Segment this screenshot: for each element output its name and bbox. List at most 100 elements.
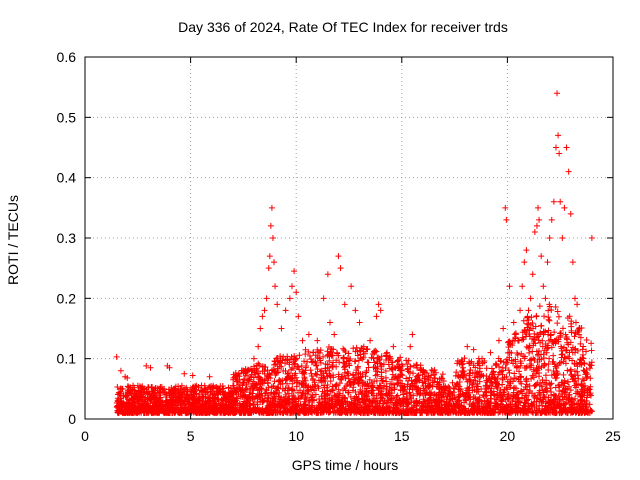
data-point [341,385,348,392]
data-point [419,379,426,386]
data-point [423,369,430,376]
data-point [301,358,308,365]
data-point [197,397,204,404]
data-point [288,366,295,373]
data-point [239,392,246,399]
data-point [232,370,239,377]
data-point [360,354,367,361]
data-point [280,353,287,360]
data-point [532,409,539,416]
data-point [368,387,375,394]
data-point [352,348,359,355]
data-point [500,405,507,412]
data-point [312,370,319,377]
data-point [415,372,422,379]
data-point [404,399,411,406]
data-point [355,379,362,386]
data-point [531,394,538,401]
data-point [345,350,352,357]
x-tick-label: 5 [187,428,195,444]
data-point [498,397,505,404]
data-point [483,404,490,411]
data-point [405,357,412,364]
data-point [118,407,125,414]
data-point [417,362,424,369]
data-point [465,409,472,416]
data-point [583,348,590,355]
data-point [267,222,274,229]
data-point [422,380,429,387]
data-point [500,389,507,396]
data-point [527,387,534,394]
data-point [337,265,344,272]
data-point [279,402,286,409]
data-point [330,408,337,415]
data-point [245,377,252,384]
data-point [558,351,565,358]
data-point [559,393,566,400]
data-point [327,372,334,379]
data-point [364,409,371,416]
data-point [162,389,169,396]
data-point [563,347,570,354]
data-point [356,404,363,411]
data-point [124,383,131,390]
data-point [354,396,361,403]
data-point [568,329,575,336]
data-point [545,403,552,410]
data-point [169,401,176,408]
data-point [190,385,197,392]
data-point [411,399,418,406]
data-point [275,378,282,385]
data-point [272,358,279,365]
data-point [568,404,575,411]
data-point [320,374,327,381]
data-point [588,347,595,354]
data-point [299,390,306,397]
data-point [314,366,321,373]
data-point [298,407,305,414]
data-point [460,364,467,371]
data-point [577,359,584,366]
data-point [398,400,405,407]
data-point [287,375,294,382]
data-point [552,375,559,382]
data-point [375,387,382,394]
data-point [361,388,368,395]
data-point [298,393,305,400]
data-point [470,346,477,353]
data-point [556,150,563,157]
data-point [515,404,522,411]
data-point [456,393,463,400]
data-point [327,346,334,353]
data-point [386,365,393,372]
data-point [443,385,450,392]
data-point [300,369,307,376]
data-point [586,391,593,398]
data-point [449,379,456,386]
data-point [365,402,372,409]
data-point [515,398,522,405]
data-point [232,397,239,404]
data-point [357,370,364,377]
data-point [424,400,431,407]
data-point [347,378,354,385]
data-point [541,379,548,386]
data-point [476,403,483,410]
data-point [577,397,584,404]
data-point [501,408,508,415]
data-point [195,403,202,410]
data-point [583,337,590,344]
data-point [502,204,509,211]
data-point [492,404,499,411]
data-point [198,409,205,416]
data-point [487,349,494,356]
data-point [324,381,331,388]
data-point [377,307,384,314]
data-point [355,380,362,387]
data-point [252,371,259,378]
data-point [163,391,170,398]
data-point [403,375,410,382]
data-point [250,378,257,385]
data-point [255,391,262,398]
